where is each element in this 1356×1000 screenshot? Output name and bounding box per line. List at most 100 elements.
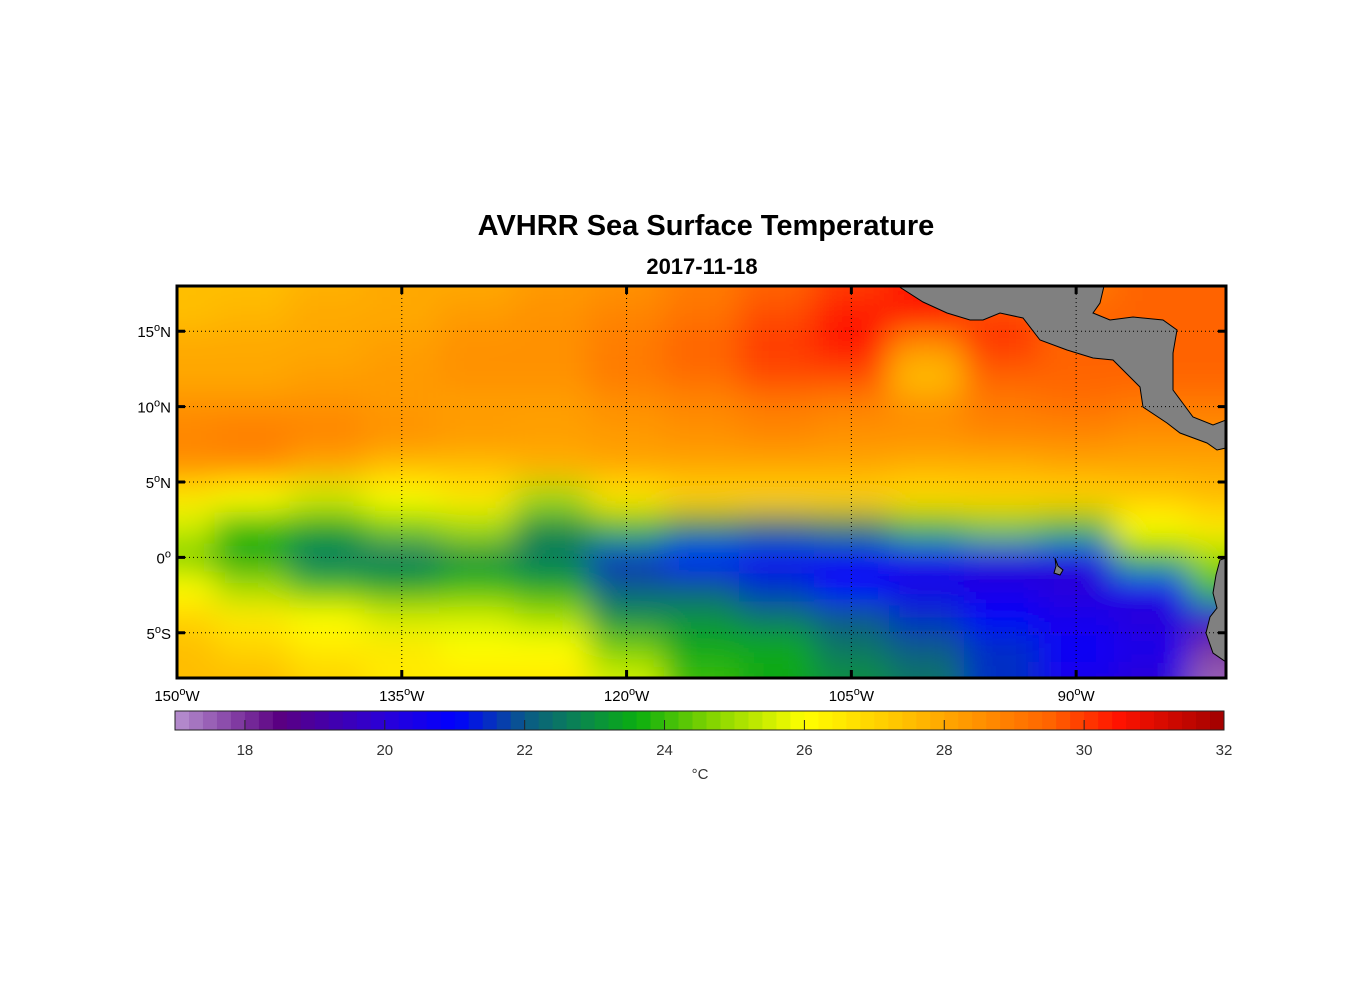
colorbar-step [972, 711, 987, 730]
sst-cell [514, 602, 591, 634]
sst-cell [963, 572, 1040, 604]
sst-cell [813, 482, 890, 514]
sst-cell [214, 482, 291, 514]
sst-cell [289, 512, 366, 544]
sst-cell [214, 286, 291, 303]
sst-cell [289, 301, 366, 333]
sst-cell [664, 361, 740, 393]
colorbar-step [734, 711, 749, 730]
colorbar-step [1000, 711, 1015, 730]
sst-cell [1188, 572, 1226, 604]
sst-cell [664, 632, 740, 664]
sst-cell [1113, 662, 1190, 678]
sst-cell [813, 602, 890, 634]
sst-cell [364, 301, 441, 333]
sst-cell [289, 482, 366, 514]
y-tick-label: 10oN [137, 398, 171, 417]
colorbar-step [300, 711, 316, 730]
sst-cell [813, 632, 890, 664]
colorbar-step [286, 711, 302, 730]
map-plot-area [177, 286, 1226, 678]
x-axis: 150oW 135oW 120oW 105oW 90oW [154, 286, 1095, 705]
sst-cell [963, 331, 1040, 363]
graticule [177, 286, 1226, 678]
chart-subtitle: 2017-11-18 [646, 254, 757, 279]
sst-cell [214, 451, 291, 483]
y-tick-label: 5oS [147, 624, 171, 643]
sst-cell [813, 451, 890, 483]
sst-cell [177, 632, 216, 664]
sst-cell [813, 572, 890, 604]
colorbar-step [1098, 711, 1113, 730]
sst-cell [439, 421, 516, 453]
sst-cell [1113, 451, 1190, 483]
colorbar-step [370, 711, 386, 730]
colorbar-step [272, 711, 288, 730]
sst-cell [439, 286, 516, 303]
sst-cell [1113, 286, 1190, 303]
sst-cell [888, 482, 965, 514]
colorbar-step [916, 711, 931, 730]
colorbar-step [524, 711, 540, 730]
colorbar-step [860, 711, 875, 730]
colorbar-step [944, 711, 959, 730]
sst-cell [177, 331, 216, 363]
colorbar-step [1126, 711, 1141, 730]
x-tick-label: 135oW [379, 686, 425, 705]
colorbar-step [1056, 711, 1071, 730]
sst-cell [214, 632, 291, 664]
sst-cell [664, 286, 740, 303]
sst-cell [1188, 301, 1226, 333]
sst-cell [1188, 361, 1226, 393]
colorbar-step [342, 711, 358, 730]
sst-cell [738, 542, 815, 574]
sst-cell [439, 602, 516, 634]
sst-cell [664, 421, 740, 453]
sst-cell [289, 632, 366, 664]
sst-cell [888, 512, 965, 544]
sst-cell [963, 632, 1040, 664]
sst-cell [738, 572, 815, 604]
sst-cell [738, 602, 815, 634]
sst-cell [1188, 451, 1226, 483]
sst-cell [177, 286, 216, 303]
sst-cell [514, 662, 591, 678]
x-tick-label: 120oW [604, 686, 650, 705]
colorbar-step [230, 711, 246, 730]
colorbar-step [678, 711, 694, 730]
sst-cell [514, 286, 591, 303]
colorbar-tick-label: 18 [237, 742, 254, 759]
sst-cell [963, 421, 1040, 453]
sst-cell [589, 632, 666, 664]
sst-cell [738, 331, 815, 363]
sst-cell [963, 662, 1040, 678]
sst-cell [1188, 482, 1226, 514]
colorbar-step [468, 711, 484, 730]
sst-cell [514, 451, 591, 483]
colorbar-step [244, 711, 260, 730]
sst-cell [664, 662, 740, 678]
sst-cell [177, 482, 216, 514]
sst-cell [514, 572, 591, 604]
sst-cell [963, 602, 1040, 634]
sst-cell [439, 662, 516, 678]
colorbar-unit-label: °C [692, 766, 709, 783]
colorbar-step [594, 711, 610, 730]
sst-cell [888, 451, 965, 483]
colorbar-step [328, 711, 344, 730]
colorbar-step [1182, 711, 1197, 730]
colorbar-step [356, 711, 372, 730]
sst-cell [364, 482, 441, 514]
colorbar-step [482, 711, 498, 730]
y-tick-label: 0o [157, 548, 171, 567]
sst-cell [214, 602, 291, 634]
sst-cell [963, 361, 1040, 393]
colorbar-step [832, 711, 847, 730]
land-masses [897, 286, 1226, 663]
sst-cell [738, 632, 815, 664]
sst-cell [177, 572, 216, 604]
y-axis: 15oN 10oN 5oN 0o 5oS [137, 322, 1226, 643]
colorbar-step [650, 711, 666, 730]
sst-cell [514, 632, 591, 664]
sst-cell [813, 301, 890, 333]
